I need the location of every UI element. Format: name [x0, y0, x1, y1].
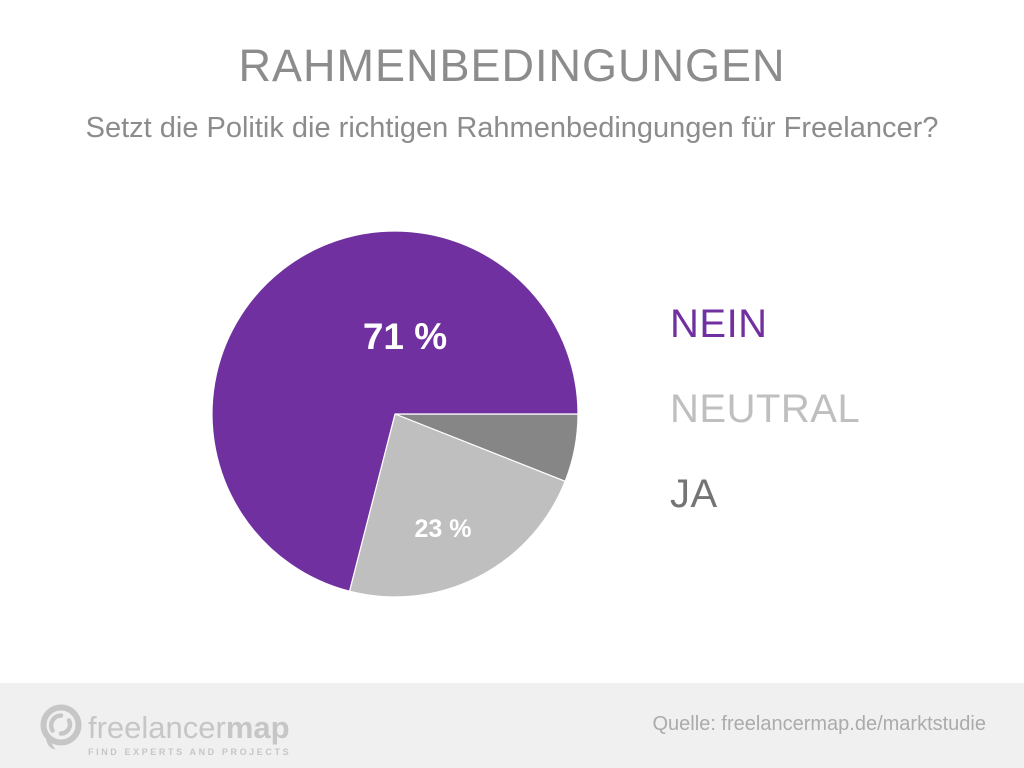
brand-text: freelancermap [88, 712, 291, 743]
source-text: Quelle: freelancermap.de/marktstudie [652, 713, 987, 735]
brand-tagline: FIND EXPERTS AND PROJECTS [88, 747, 292, 757]
footer: freelancermap FIND EXPERTS AND PROJECTS … [0, 683, 1024, 768]
legend-item-ja: JA [670, 472, 718, 516]
legend-item-neutral: NEUTRAL [670, 387, 861, 431]
slide-subtitle: Setzt die Politik die richtigen Rahmenbe… [85, 112, 939, 144]
pie-slice-nein [211, 230, 579, 592]
pie-chart [211, 230, 579, 598]
legend-item-nein: NEIN [670, 302, 768, 346]
slice-label-neutral: 23 % [414, 515, 472, 543]
freelancermap-logo-icon [40, 704, 82, 750]
legend: NEIN NEUTRAL JA [670, 300, 860, 518]
freelancermap-logo: freelancermap FIND EXPERTS AND PROJECTS [38, 703, 291, 757]
page-title: RAHMENBEDINGUNGEN [238, 40, 786, 91]
brand-block: freelancermap FIND EXPERTS AND PROJECTS [88, 703, 291, 757]
slice-label-nein: 71 % [362, 316, 448, 357]
brand-text-regular: freelancer [88, 710, 226, 745]
brand-text-bold: map [225, 710, 290, 745]
pie-slice-neutral [348, 413, 566, 598]
